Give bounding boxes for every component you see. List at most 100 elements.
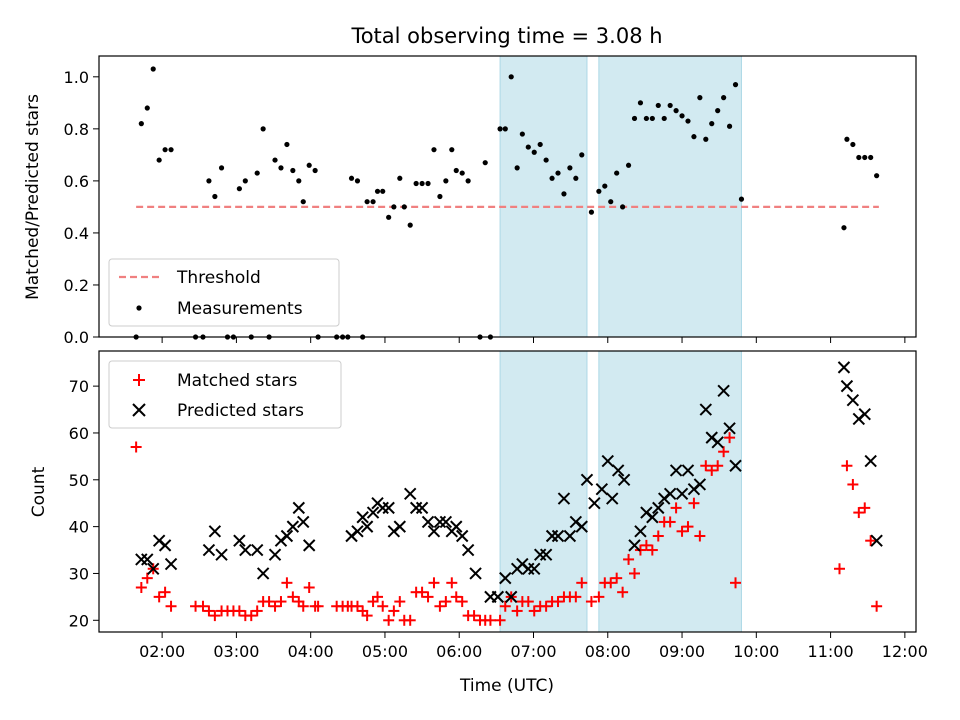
predicted-star-point	[360, 520, 374, 533]
measurement-point	[525, 144, 531, 150]
matched-star-point	[682, 521, 694, 533]
measurement-point	[168, 147, 174, 153]
matched-star-point	[676, 525, 688, 537]
top-legend: Threshold Measurements	[108, 258, 340, 327]
matched-star-point	[629, 567, 641, 579]
predicted-star-point	[455, 529, 469, 543]
predicted-star-point	[539, 548, 553, 561]
matched-star-point	[233, 605, 245, 617]
predicted-star-point	[382, 501, 395, 515]
measurement-point	[453, 167, 459, 174]
predicted-star-point	[580, 473, 594, 486]
measurement-point	[242, 178, 248, 184]
bottom-y-tick-label: 20	[69, 611, 89, 630]
matched-star-point	[570, 591, 582, 603]
measurement-point	[497, 126, 503, 132]
measurement-point	[312, 167, 318, 174]
measurement-point	[738, 196, 745, 202]
predicted-star-point	[628, 539, 641, 552]
legend-predicted-label: Predicted stars	[177, 401, 304, 421]
measurement-point	[380, 188, 386, 194]
predicted-star-point	[693, 478, 707, 491]
chart-title: Total observing time = 3.08 h	[350, 24, 662, 48]
matched-star-point	[871, 600, 883, 612]
matched-star-point	[847, 478, 859, 490]
predicted-star-point	[208, 525, 222, 538]
measurement-point	[212, 193, 218, 200]
top-shaded-range	[598, 55, 742, 338]
predicted-star-point	[505, 590, 518, 604]
matched-star-point	[141, 572, 153, 584]
predicted-star-point	[551, 529, 565, 543]
matched-star-point	[865, 535, 877, 547]
top-y-tick-label: 0.4	[64, 224, 89, 243]
predicted-star-point	[606, 492, 619, 505]
predicted-star-point	[528, 562, 541, 575]
predicted-star-point	[239, 543, 252, 557]
measurement-point	[370, 199, 376, 205]
predicted-star-point	[164, 557, 178, 571]
matched-star-point	[511, 605, 523, 617]
matched-star-point	[428, 577, 440, 589]
measurement-point	[260, 126, 266, 132]
measurement-point	[348, 175, 355, 181]
bottom-data-marks	[130, 361, 883, 626]
matched-star-point	[130, 441, 142, 453]
x-tick-label: 02:00	[139, 642, 185, 661]
measurement-point	[443, 178, 449, 184]
measurement-point	[391, 204, 397, 210]
measurement-point	[156, 157, 162, 163]
measurement-point	[397, 175, 403, 181]
matched-star-point	[652, 530, 664, 542]
measurement-point	[637, 100, 644, 106]
predicted-star-point	[669, 464, 683, 477]
predicted-star-point	[611, 464, 625, 477]
matched-star-point	[312, 600, 324, 612]
bottom-shaded-range	[499, 350, 588, 633]
measurement-point	[602, 183, 608, 189]
legend-measurements-swatch	[136, 305, 142, 311]
measurement-point	[841, 225, 847, 231]
bottom-ticks: 20 30 40 50 60 70 02:00 03:00 04:00 05:00 06:00 07:…	[69, 377, 928, 661]
predicted-star-point	[461, 543, 475, 557]
predicted-star-point	[840, 379, 854, 393]
measurement-point	[482, 160, 488, 166]
matched-star-point	[552, 596, 564, 608]
measurement-point	[579, 152, 585, 158]
legend-predicted-swatch	[132, 403, 146, 417]
top-y-axis-label: Matched/Predicted stars	[23, 94, 43, 300]
matched-star-point	[165, 600, 177, 612]
matched-star-point	[499, 600, 511, 612]
matched-star-point	[209, 610, 221, 622]
top-ticks: 0.0 0.2 0.4 0.6 0.8 1.0	[64, 68, 906, 347]
measurement-point	[419, 180, 425, 187]
bottom-y-tick-label: 30	[69, 564, 89, 583]
predicted-star-point	[351, 525, 364, 538]
measurement-point	[649, 115, 655, 122]
matched-star-point	[718, 446, 730, 458]
matched-star-point	[434, 600, 446, 612]
measurement-point	[386, 214, 392, 220]
matched-star-point	[197, 600, 209, 612]
predicted-star-point	[147, 562, 160, 575]
matched-star-point	[440, 596, 452, 608]
matched-star-point	[303, 582, 315, 594]
predicted-star-point	[499, 571, 512, 585]
legend-matched-label: Matched stars	[177, 371, 297, 391]
measurement-point	[272, 157, 278, 163]
measurement-point	[614, 170, 620, 176]
bottom-shaded-range	[598, 350, 742, 633]
matched-star-point	[576, 577, 588, 589]
x-tick-label: 03:00	[213, 642, 259, 661]
measurement-point	[679, 113, 685, 119]
predicted-star-point	[595, 482, 609, 496]
predicted-star-point	[256, 567, 270, 580]
measurement-point	[514, 165, 520, 171]
measurement-point	[856, 154, 862, 161]
bottom-y-tick-label: 40	[69, 518, 89, 537]
matched-star-point	[670, 502, 682, 514]
top-axes-frame	[98, 55, 917, 338]
top-y-tick-label: 0.2	[64, 276, 89, 295]
x-tick-label: 08:00	[585, 642, 631, 661]
